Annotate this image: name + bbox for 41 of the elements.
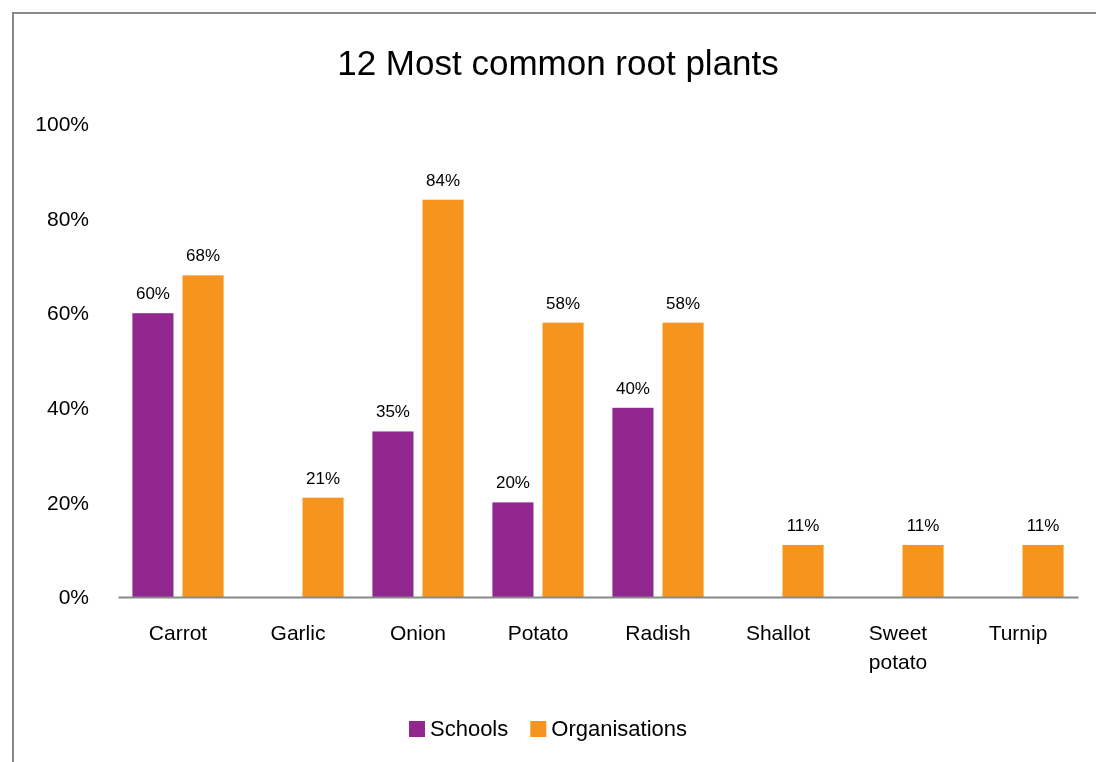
- data-label: 84%: [426, 170, 461, 190]
- data-label: 68%: [186, 246, 221, 266]
- x-tick-label: Shallot: [745, 621, 811, 644]
- data-label: 35%: [375, 402, 410, 422]
- data-label: 11%: [1026, 515, 1060, 535]
- y-tick-label: 100%: [35, 112, 89, 136]
- bar: [302, 497, 344, 597]
- legend-label: Schools: [429, 716, 509, 741]
- bar: [1022, 544, 1064, 597]
- bar: [612, 407, 654, 597]
- data-label: 21%: [306, 468, 341, 488]
- data-label: 11%: [906, 515, 940, 535]
- data-label: 60%: [135, 284, 170, 304]
- x-tick-label: Onion: [389, 621, 447, 644]
- data-label: 40%: [615, 378, 650, 398]
- data-label: 58%: [546, 293, 581, 313]
- data-label: 58%: [666, 293, 701, 313]
- bar: [182, 275, 224, 597]
- bar: [422, 199, 464, 597]
- y-tick-label: 60%: [46, 301, 89, 325]
- bar: [662, 322, 704, 597]
- legend-label: Organisations: [551, 716, 688, 741]
- bar: [542, 322, 584, 597]
- bar: [782, 544, 824, 597]
- x-tick-label: Radish: [625, 621, 691, 644]
- bar: [132, 313, 174, 597]
- x-tick-label: Garlic: [270, 621, 326, 644]
- y-tick-label: 40%: [46, 396, 89, 420]
- bar: [372, 431, 414, 597]
- y-tick-label: 80%: [46, 206, 89, 230]
- chart-title: 12 Most common root plants: [337, 43, 779, 82]
- data-label: 11%: [786, 515, 820, 535]
- data-label: 20%: [495, 473, 530, 493]
- x-tick-label: Sweet potato: [868, 621, 928, 674]
- y-tick-label: 0%: [58, 585, 89, 609]
- bar: [902, 544, 944, 597]
- x-tick-label: Potato: [507, 621, 569, 644]
- x-tick-label: Turnip: [988, 621, 1048, 644]
- x-tick-label: Carrot: [148, 621, 208, 644]
- y-tick-label: 20%: [46, 490, 89, 514]
- bar: [492, 502, 534, 597]
